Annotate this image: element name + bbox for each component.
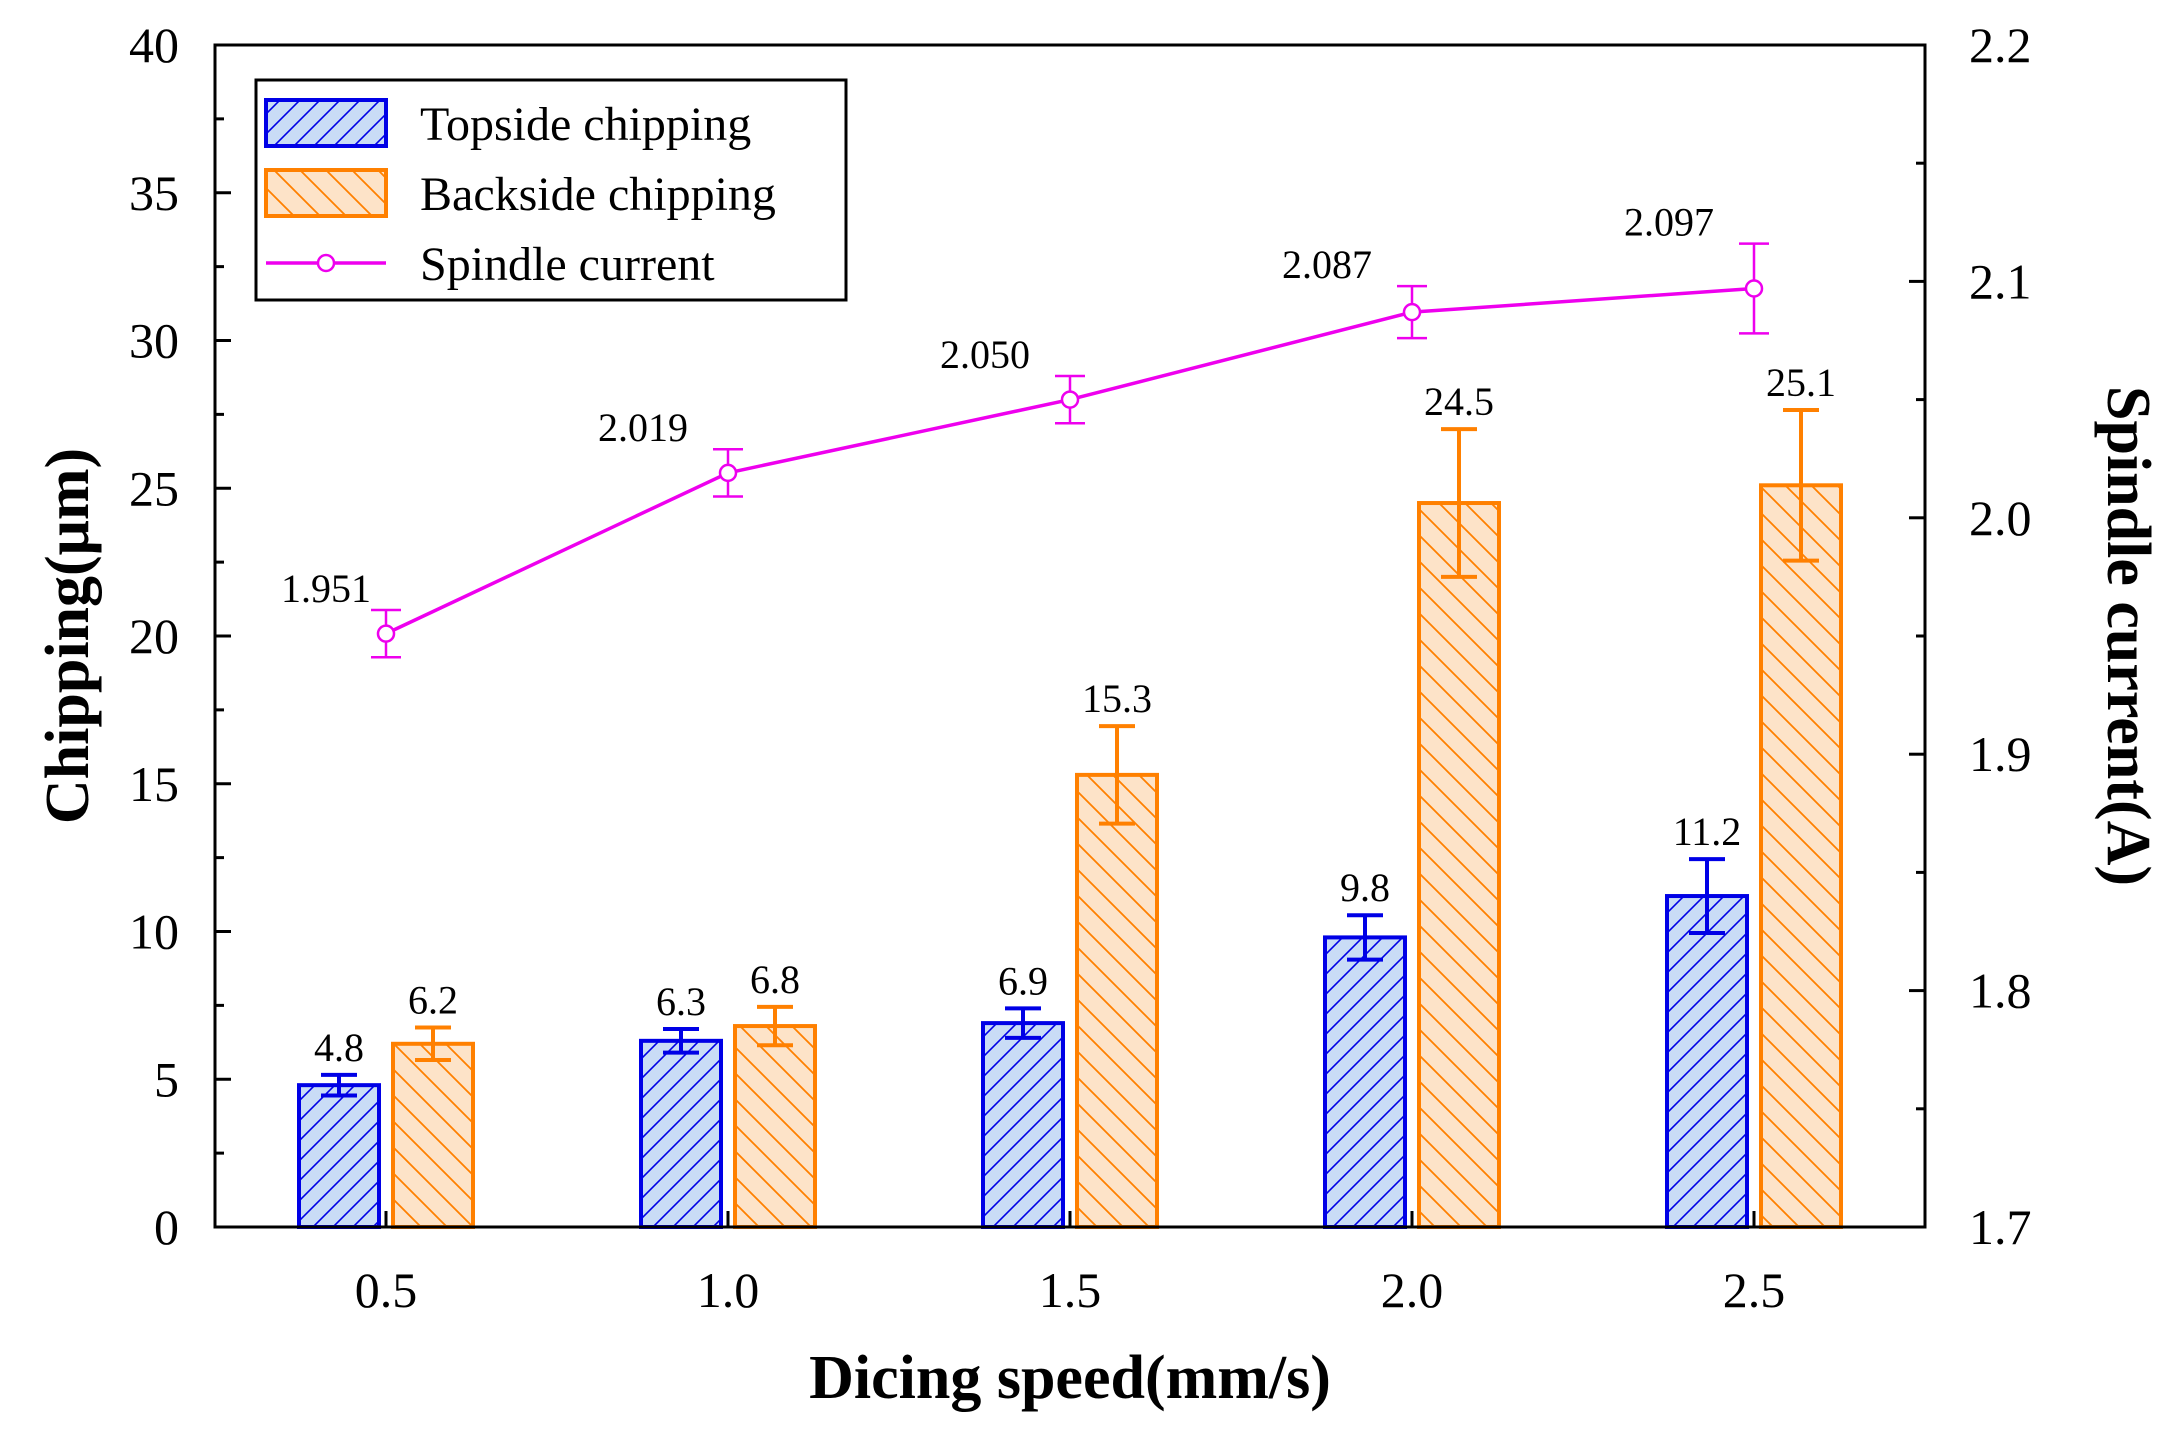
spindle-current-value-label: 2.097: [1624, 200, 1714, 245]
topside-chipping-value-label: 9.8: [1340, 865, 1390, 910]
x-tick-label: 1.5: [1039, 1262, 1102, 1318]
spindle-current-value-label: 2.050: [940, 332, 1030, 377]
spindle-current-marker: [1402, 302, 1422, 322]
backside-chipping-legend-swatch: [264, 168, 388, 218]
backside-chipping-bar: [1759, 483, 1843, 1230]
y2-tick-label: 2.2: [1969, 17, 2032, 73]
topside-chipping-value-label: 4.8: [314, 1025, 364, 1070]
legend-entry-topside-chipping: Topside chipping: [420, 98, 751, 151]
backside-chipping-bar: [1075, 772, 1159, 1229]
y-tick-label: 35: [129, 165, 179, 221]
y2-tick-label: 2.1: [1969, 253, 2032, 309]
x-tick-label: 1.0: [697, 1262, 760, 1318]
backside-chipping-value-label: 15.3: [1082, 676, 1152, 721]
y-tick-label: 25: [129, 460, 179, 516]
bars-layer: [297, 407, 1843, 1230]
y-tick-label: 5: [154, 1051, 179, 1107]
backside-chipping-value-label: 6.2: [408, 978, 458, 1023]
spindle-current-layer: [371, 242, 1769, 659]
spindle-current-marker: [1060, 390, 1080, 409]
backside-chipping-bar: [1417, 501, 1501, 1229]
topside-chipping-bar: [981, 1021, 1065, 1229]
spindle-current-value-label: 2.019: [598, 405, 688, 450]
y-tick-label: 10: [129, 904, 179, 960]
data-labels-layer: 4.8 6.3 6.9 9.8 11.2 6.2 6.8 15.3 24.5 25.1 1.951 2…: [281, 200, 1836, 1070]
spindle-current-line: [385, 286, 1755, 636]
topside-chipping-bar: [1323, 935, 1407, 1229]
topside-chipping-bar: [1665, 894, 1749, 1229]
y-tick-label: 40: [129, 17, 179, 73]
spindle-current-value-label: 1.951: [281, 566, 371, 611]
spindle-current-legend-marker: [316, 253, 336, 273]
topside-chipping-value-label: 6.9: [998, 958, 1048, 1003]
spindle-current-marker: [1744, 279, 1764, 298]
topside-chipping-value-label: 6.3: [656, 979, 706, 1024]
axes-layer: 0 5 10 15 20 25 30 35 40 1.7 1.8 1.9 2.0 2.1 2.2 0.5 1.0…: [129, 17, 2032, 1318]
x-tick-label: 2.5: [1723, 1262, 1786, 1318]
y-tick-label: 0: [154, 1199, 179, 1255]
backside-chipping-value-label: 24.5: [1424, 379, 1494, 424]
x-axis-title: Dicing speed(mm/s): [809, 1344, 1331, 1412]
y2-tick-label: 2.0: [1969, 490, 2032, 546]
y-axis-title: Chipping(μm): [34, 448, 102, 824]
y-tick-label: 15: [129, 756, 179, 812]
y2-tick-label: 1.7: [1969, 1199, 2032, 1255]
y-tick-label: 20: [129, 608, 179, 664]
legend-entry-spindle-current: Spindle current: [420, 238, 715, 291]
spindle-current-marker: [376, 624, 396, 643]
legend-entry-backside-chipping: Backside chipping: [420, 168, 776, 221]
x-tick-label: 0.5: [355, 1262, 418, 1318]
topside-chipping-value-label: 11.2: [1673, 809, 1742, 854]
backside-chipping-bar: [733, 1024, 817, 1230]
backside-chipping-bar: [391, 1041, 475, 1230]
y2-tick-label: 1.9: [1969, 726, 2032, 782]
topside-chipping-bar: [639, 1038, 723, 1229]
y-tick-label: 30: [129, 313, 179, 369]
y2-axis-title: Spindle current(A): [2094, 386, 2157, 886]
topside-chipping-bar: [297, 1083, 381, 1230]
backside-chipping-value-label: 25.1: [1766, 360, 1836, 405]
spindle-current-value-label: 2.087: [1282, 242, 1372, 287]
spindle-current-marker: [718, 463, 738, 483]
legend: Topside chipping Backside chipping Spindle…: [254, 78, 848, 302]
backside-chipping-value-label: 6.8: [750, 957, 800, 1002]
y2-tick-label: 1.8: [1969, 963, 2032, 1019]
x-tick-label: 2.0: [1381, 1262, 1444, 1318]
topside-chipping-legend-swatch: [264, 98, 388, 148]
